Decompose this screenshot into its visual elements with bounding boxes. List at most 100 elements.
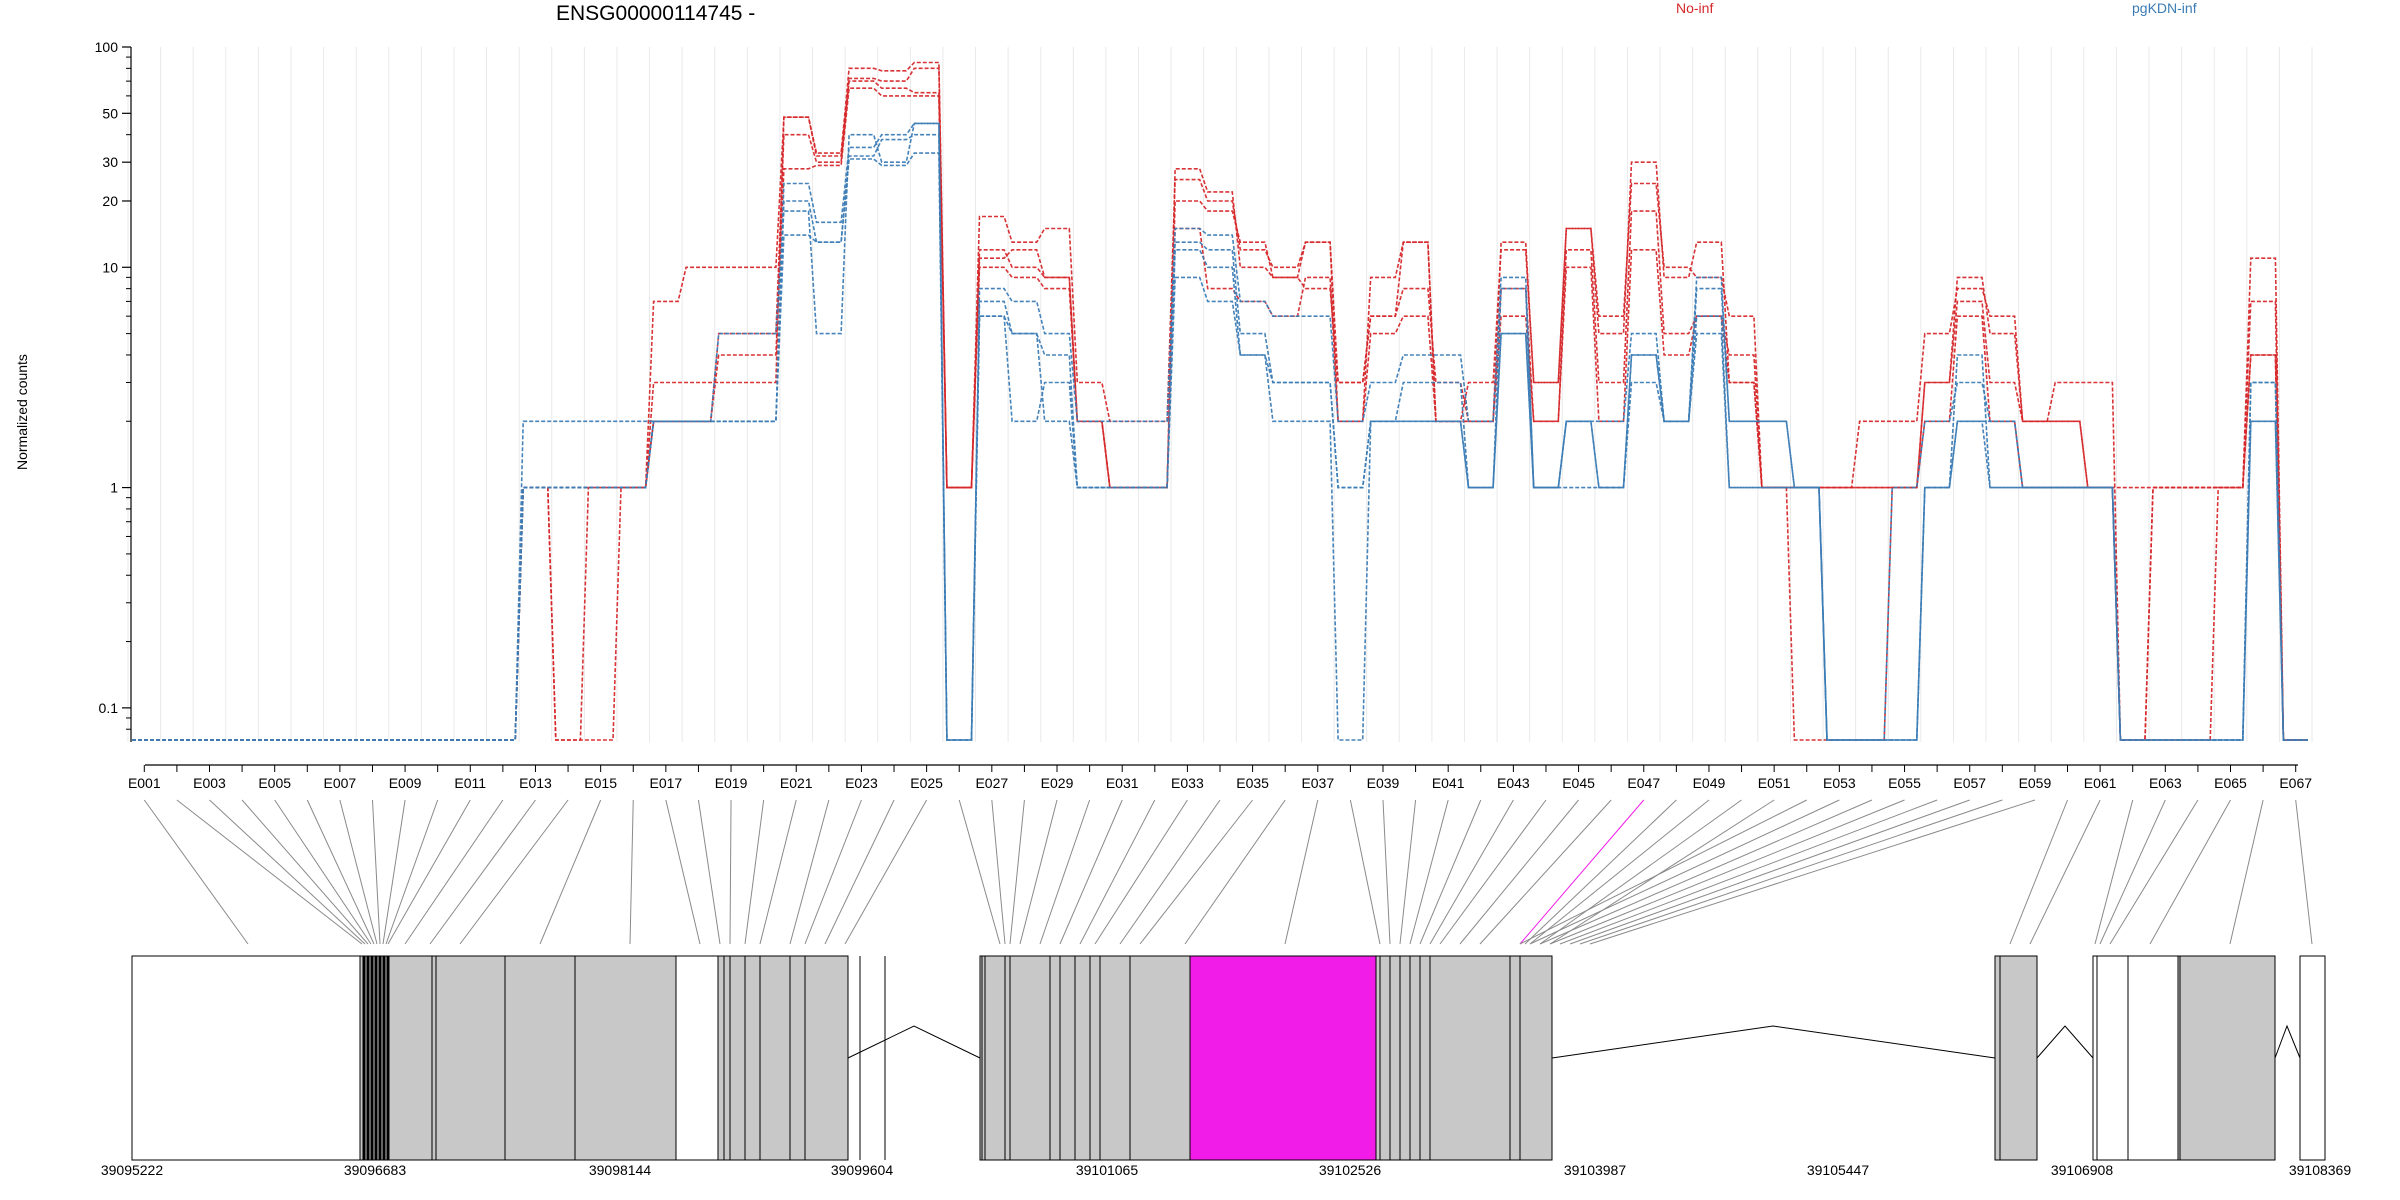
connector-line bbox=[1479, 799, 1612, 945]
x-tick-label: E005 bbox=[258, 775, 291, 791]
connector-line bbox=[844, 799, 928, 945]
plot-grid bbox=[127, 47, 2313, 742]
connector-line bbox=[804, 799, 862, 945]
connector-line bbox=[824, 799, 895, 945]
connector-line bbox=[1539, 799, 1873, 945]
plot-series bbox=[132, 61, 2308, 741]
connector-line bbox=[1409, 799, 1449, 945]
y-axis: 0.1 1 10 20 30 50 100 bbox=[95, 39, 132, 742]
connector-line bbox=[429, 799, 536, 945]
connector-line bbox=[1559, 799, 1938, 945]
x-tick-label: E045 bbox=[1562, 775, 1595, 791]
connector-line bbox=[176, 799, 363, 945]
connector-line bbox=[2099, 799, 2166, 945]
connector-line bbox=[371, 799, 381, 945]
coordinate-label: 39101065 bbox=[1076, 1162, 1139, 1178]
y-tick-label: 1 bbox=[110, 480, 118, 496]
highlighted-exon bbox=[1189, 955, 1377, 1161]
x-tick-label: E037 bbox=[1301, 775, 1334, 791]
exon-block bbox=[359, 955, 677, 1161]
x-axis: E001 E003 E005 E007 E009 E011 E013 E015 E017 E019… bbox=[128, 764, 2312, 791]
legend-no-inf: No-inf bbox=[1676, 0, 1714, 16]
connector-line bbox=[697, 799, 721, 945]
connector-highlighted bbox=[1519, 799, 1645, 945]
connector-line bbox=[459, 799, 569, 945]
x-tick-label: E023 bbox=[845, 775, 878, 791]
x-tick-label: E061 bbox=[2084, 775, 2117, 791]
series-line-pgkdn-inf-8 bbox=[132, 152, 2308, 741]
connector-line bbox=[1549, 799, 1775, 945]
intron-line bbox=[1551, 1025, 1996, 1059]
utr-block bbox=[131, 955, 361, 1161]
connector-line bbox=[1399, 799, 1417, 945]
series-line-no-inf-1 bbox=[132, 61, 2308, 741]
x-tick-label: E067 bbox=[2279, 775, 2312, 791]
x-tick-label: E001 bbox=[128, 775, 161, 791]
x-tick-label: E055 bbox=[1888, 775, 1921, 791]
connector-line bbox=[2229, 799, 2264, 945]
connector-line bbox=[1519, 799, 1807, 945]
x-tick-label: E003 bbox=[193, 775, 226, 791]
intron-line bbox=[2036, 1025, 2094, 1059]
connector-line bbox=[1419, 799, 1482, 945]
x-tick-label: E041 bbox=[1432, 775, 1465, 791]
connector-line bbox=[2109, 799, 2199, 945]
x-tick-label: E033 bbox=[1171, 775, 1204, 791]
connector-line bbox=[789, 799, 830, 945]
connector-line bbox=[1539, 799, 1742, 945]
y-tick-label: 30 bbox=[102, 154, 118, 170]
connector-line bbox=[2029, 799, 2101, 945]
connector-line bbox=[385, 799, 439, 945]
x-tick-label: E059 bbox=[2019, 775, 2052, 791]
exon-block bbox=[717, 955, 849, 1161]
connector-line bbox=[1184, 799, 1286, 945]
x-tick-label: E035 bbox=[1236, 775, 1269, 791]
coordinate-label: 39105447 bbox=[1807, 1162, 1870, 1178]
connector-line bbox=[1429, 799, 1514, 945]
connector-line bbox=[1549, 799, 1905, 945]
connector-line bbox=[1529, 799, 1840, 945]
connector-line bbox=[387, 799, 471, 945]
x-tick-label: E039 bbox=[1367, 775, 1400, 791]
connector-line bbox=[744, 799, 765, 945]
exon-connectors bbox=[143, 799, 2313, 945]
exon-block bbox=[1375, 955, 1553, 1161]
y-tick-label: 50 bbox=[102, 105, 118, 121]
connector-line bbox=[2009, 799, 2068, 945]
connector-line bbox=[1589, 799, 2036, 945]
connector-line bbox=[143, 799, 249, 945]
connector-line bbox=[2149, 799, 2231, 945]
x-tick-label: E015 bbox=[584, 775, 617, 791]
connector-line bbox=[1019, 799, 1058, 945]
x-tick-label: E053 bbox=[1823, 775, 1856, 791]
x-tick-label: E047 bbox=[1627, 775, 1660, 791]
gene-title: ENSG00000114745 - bbox=[556, 2, 756, 25]
series-line-pgkdn-inf-7 bbox=[132, 122, 2308, 741]
x-tick-label: E043 bbox=[1497, 775, 1530, 791]
connector-line bbox=[1524, 799, 1677, 945]
connector-line bbox=[382, 799, 406, 945]
connector-line bbox=[1039, 799, 1091, 945]
intron-line bbox=[847, 1025, 981, 1059]
connector-line bbox=[1139, 799, 1253, 945]
exon-block bbox=[1994, 955, 2038, 1161]
connector-line bbox=[958, 799, 1001, 945]
connector-line bbox=[274, 799, 372, 945]
connector-line bbox=[1079, 799, 1156, 945]
x-tick-label: E051 bbox=[1758, 775, 1791, 791]
exon-block bbox=[979, 955, 1191, 1161]
utr-block bbox=[2092, 955, 2129, 1161]
connector-line bbox=[1094, 799, 1188, 945]
series-line-pgkdn-inf-5 bbox=[132, 122, 2308, 741]
connector-line bbox=[1529, 799, 1710, 945]
connector-line bbox=[306, 799, 375, 945]
x-tick-label: E011 bbox=[454, 775, 486, 791]
x-tick-label: E007 bbox=[324, 775, 357, 791]
connector-line bbox=[729, 799, 732, 945]
x-tick-label: E027 bbox=[975, 775, 1008, 791]
gene-model bbox=[131, 955, 2326, 1161]
x-tick-label: E021 bbox=[780, 775, 813, 791]
series-line-no-inf-3 bbox=[132, 80, 2308, 741]
connector-line bbox=[1569, 799, 1970, 945]
